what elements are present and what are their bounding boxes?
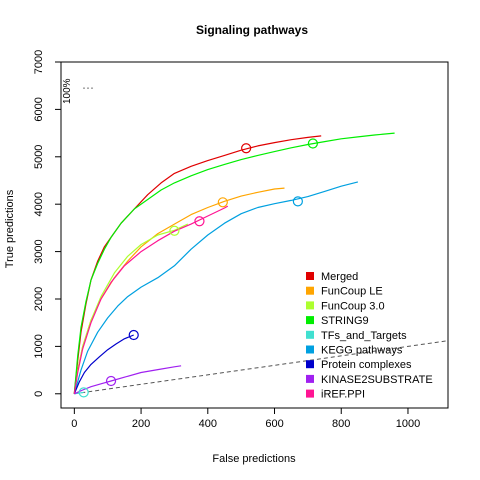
x-tick-label: 800 — [332, 418, 350, 430]
y-tick-label: 4000 — [33, 192, 45, 216]
series-marker-protein-complexes — [128, 329, 139, 341]
legend-swatch-kinase2substrate — [306, 374, 314, 383]
legend-swatch-iref-ppi — [306, 389, 314, 398]
x-tick-label: 200 — [132, 418, 150, 430]
y-tick-label: 6000 — [33, 97, 45, 121]
legend-swatch-string9 — [306, 316, 314, 325]
series-layer — [73, 132, 395, 395]
legend-label-kinase2substrate: KINASE2SUBSTRATE — [321, 374, 433, 386]
legend-swatch-funcoup-le — [306, 286, 314, 295]
series-line-kinase2substrate — [74, 365, 182, 395]
legend-label-tfs-and-targets: TFs_and_Targets — [321, 330, 407, 342]
legend-swatch-tfs-and-targets — [306, 330, 314, 339]
series-marker-merged — [241, 143, 252, 154]
x-tick-label: 600 — [265, 418, 283, 430]
series-marker-funcoup-le — [217, 197, 228, 208]
series-marker-iref-ppi — [194, 216, 205, 227]
marker-layer — [78, 138, 318, 398]
chart-title: Signaling pathways — [196, 23, 308, 37]
legend-swatch-funcoup-3-0 — [306, 301, 314, 310]
x-tick-label: 1000 — [396, 418, 420, 430]
plot-frame — [60, 61, 449, 409]
series-marker-funcoup-3-0 — [169, 225, 180, 236]
y-tick-label: 5000 — [33, 145, 45, 169]
x-tick-label: 0 — [71, 418, 77, 430]
series-line-iref-ppi — [73, 205, 229, 394]
series-marker-kinase2substrate — [105, 375, 117, 387]
legend-label-merged: Merged — [321, 271, 358, 283]
legend-label-funcoup-3-0: FunCoup 3.0 — [321, 300, 385, 312]
x-axis: 0 200 400 600 800 1000 — [71, 408, 420, 430]
x-tick-label: 400 — [199, 418, 217, 430]
series-marker-tfs-and-targets — [78, 387, 89, 398]
y-tick-label: 3000 — [33, 239, 45, 263]
percent-annotation: 100% — [62, 78, 73, 104]
legend-label-protein-complexes: Protein complexes — [321, 359, 412, 371]
legend: Merged FunCoup LE FunCoup 3.0 STRING9 TFs_an… — [306, 271, 433, 401]
series-marker-kegg-pathways — [292, 196, 303, 207]
legend-swatch-protein-complexes — [306, 360, 314, 369]
legend-swatch-kegg-pathways — [306, 345, 314, 354]
legend-label-iref-ppi: iREF.PPI — [321, 389, 365, 401]
y-tick-label: 2000 — [33, 287, 45, 311]
series-line-protein-complexes — [73, 334, 134, 395]
series-line-kegg-pathways — [73, 181, 359, 394]
series-line-string9 — [73, 132, 395, 394]
x-axis-title: False predictions — [212, 453, 296, 465]
y-tick-label: 0 — [33, 391, 45, 397]
legend-label-kegg-pathways: KEGG pathways — [321, 345, 403, 357]
series-marker-string9 — [307, 138, 318, 149]
y-tick-label: 7000 — [33, 50, 45, 74]
y-axis-title: True predictions — [4, 189, 16, 268]
y-tick-label: 1000 — [33, 334, 45, 358]
legend-label-funcoup-le: FunCoup LE — [321, 286, 383, 298]
legend-label-string9: STRING9 — [321, 315, 369, 327]
legend-swatch-merged — [306, 272, 314, 280]
y-axis: 0 1000 2000 3000 4000 5000 6000 7000 — [33, 50, 61, 397]
